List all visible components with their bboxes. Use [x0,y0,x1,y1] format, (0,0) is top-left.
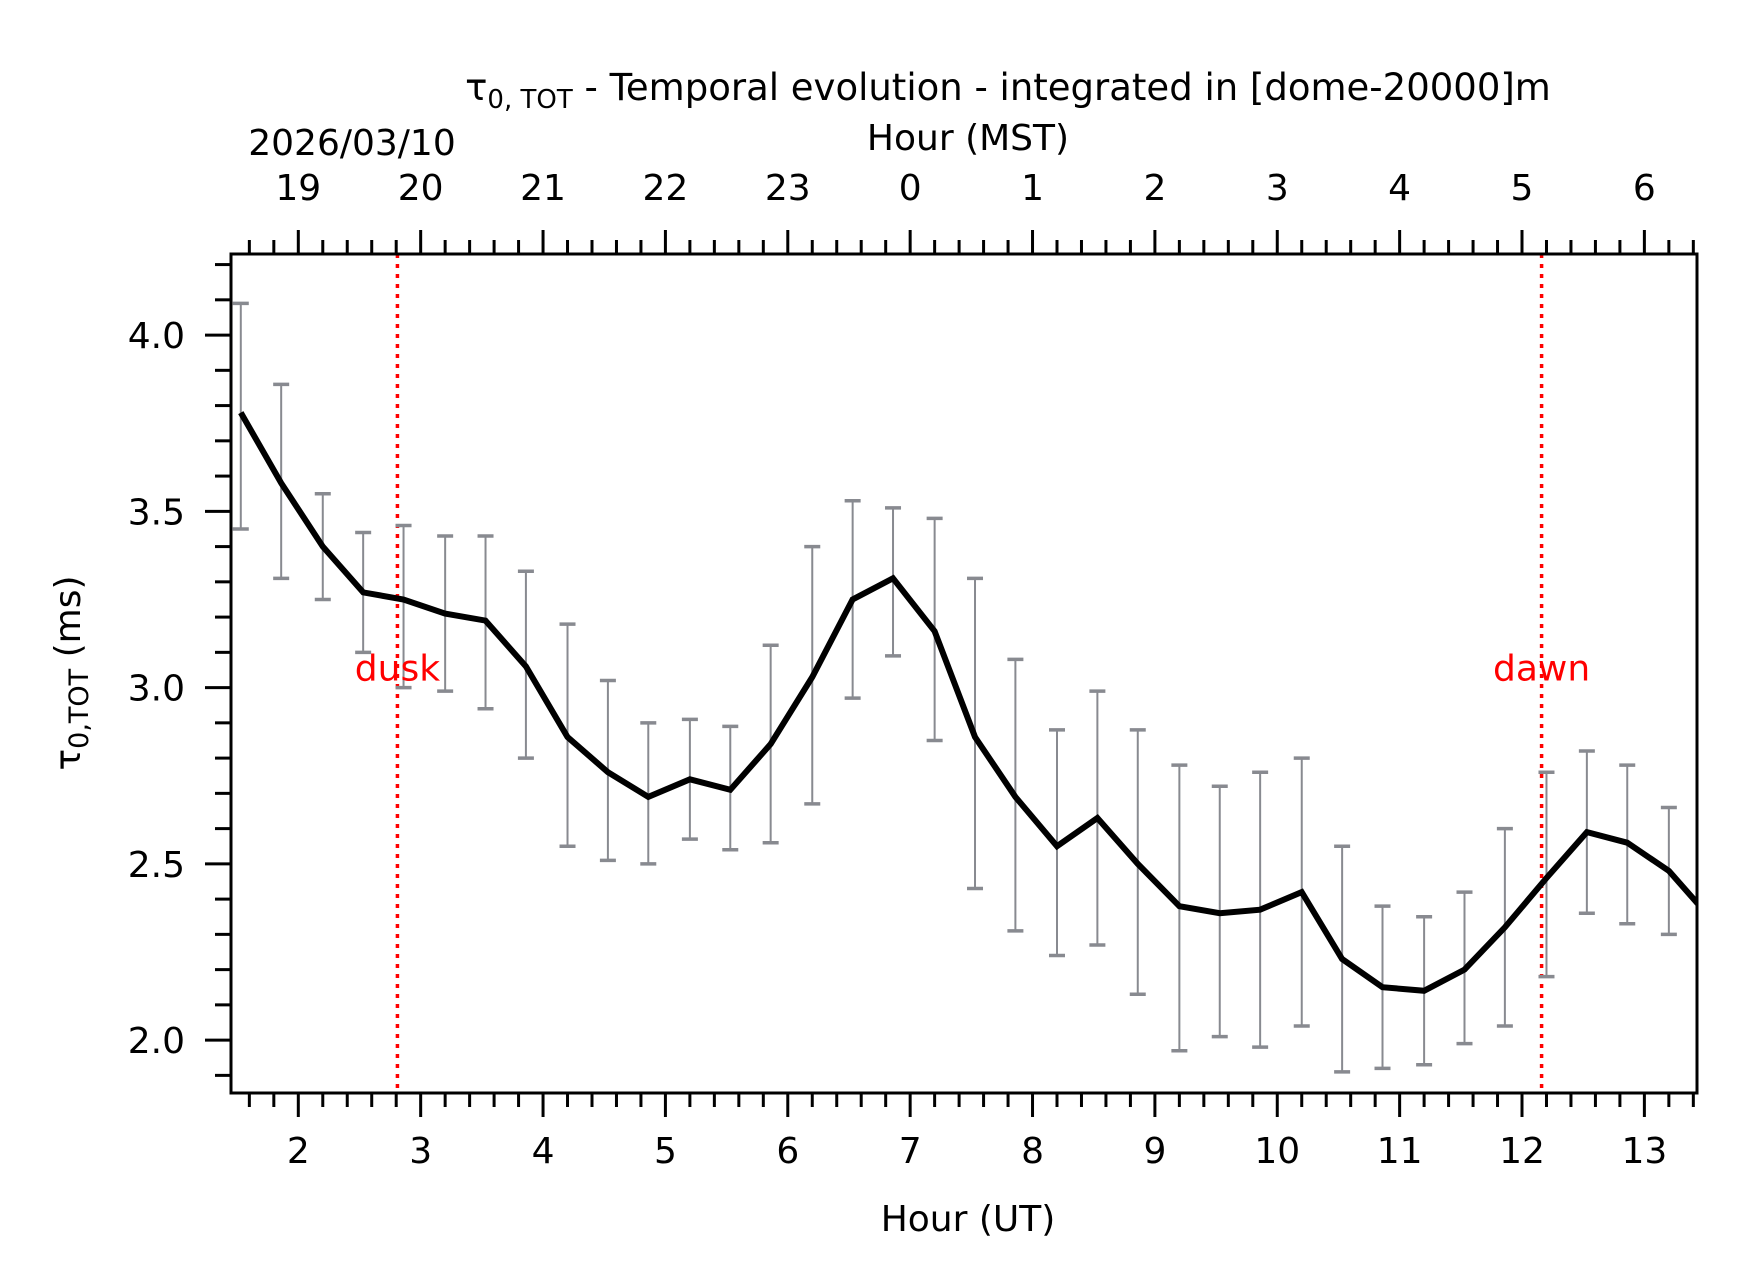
top-tick-label: 5 [1511,168,1534,209]
plot-frame [229,252,1699,1095]
top-tick-label: 2 [1143,168,1166,209]
y-tick-label: 3.0 [128,669,185,710]
x-tick-label: 3 [409,1131,432,1172]
chart-title: τ0, TOT - Temporal evolution - integrate… [465,66,1551,115]
top-tick-label: 1 [1021,168,1044,209]
y-tick-label: 3.5 [128,492,185,533]
y-tick-label: 2.0 [128,1021,185,1062]
top-tick-label: 20 [398,168,444,209]
top-tick-label: 6 [1633,168,1656,209]
top-tick-label: 3 [1266,168,1289,209]
x-axis-label: Hour (UT) [881,1199,1056,1240]
y-tick-label: 4.0 [128,316,185,357]
tick-labels: 2193204215226237081921031141251362.02.53… [128,168,1668,1172]
error-bar [395,523,412,690]
y-axis-label: τ0,TOT (ms) [48,575,95,770]
top-axis-label: Hour (MST) [867,118,1069,159]
top-tick-label: 21 [520,168,566,209]
x-tick-label: 2 [287,1131,310,1172]
top-tick-label: 4 [1388,168,1411,209]
dawn-label: dawn [1493,649,1590,690]
axis-ticks [205,230,1695,1117]
x-tick-label: 10 [1254,1131,1300,1172]
x-tick-label: 7 [899,1131,922,1172]
x-tick-label: 8 [1021,1131,1044,1172]
x-tick-label: 12 [1499,1131,1545,1172]
top-tick-label: 22 [643,168,689,209]
top-tick-label: 0 [899,168,922,209]
plot-area: dusk dawn [232,254,1717,1093]
x-tick-label: 4 [532,1131,555,1172]
x-tick-label: 6 [776,1131,799,1172]
series-group [232,254,1717,1093]
x-tick-label: 9 [1143,1131,1166,1172]
top-tick-label: 23 [765,168,811,209]
y-tick-label: 2.5 [128,845,185,886]
x-tick-label: 13 [1621,1131,1667,1172]
date-label: 2026/03/10 [248,123,456,164]
error-bar [1701,843,1717,1002]
x-tick-label: 5 [654,1131,677,1172]
dusk-label: dusk [355,649,440,690]
x-tick-label: 11 [1377,1131,1423,1172]
error-bar [640,721,657,866]
top-tick-label: 19 [275,168,321,209]
